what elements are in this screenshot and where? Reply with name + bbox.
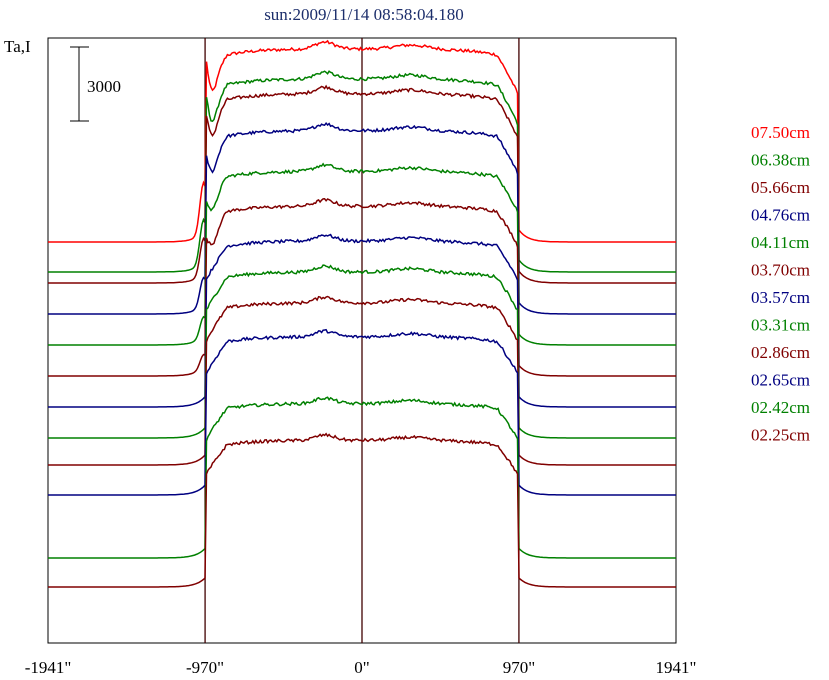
series-line-02-65cm: [48, 328, 676, 496]
legend-entry: 02.65cm: [751, 371, 810, 390]
legend-entry: 02.86cm: [751, 343, 810, 362]
legend: 07.50cm 06.38cm 05.66cm 04.76cm 04.11cm 03.70…: [751, 123, 810, 445]
series-line-04-11cm: [48, 162, 676, 346]
series-line-03-70cm: [48, 198, 676, 377]
series-line-02-42cm: [48, 396, 676, 559]
legend-entry: 04.76cm: [751, 206, 810, 225]
y-axis-label: Ta,I: [4, 37, 31, 56]
legend-entry: 04.11cm: [751, 233, 809, 252]
legend-entry: 06.38cm: [751, 151, 810, 170]
legend-entry: 05.66cm: [751, 178, 810, 197]
series-line-07-50cm: [48, 39, 676, 243]
legend-entry: 03.70cm: [751, 261, 810, 280]
series-group: [48, 39, 676, 588]
series-line-02-25cm: [48, 432, 676, 588]
x-tick-label: -1941": [25, 658, 72, 677]
x-tick-label: 0": [354, 658, 369, 677]
series-line-03-31cm: [48, 264, 676, 439]
series-line-04-76cm: [48, 121, 676, 315]
scale-bar-label: 3000: [87, 77, 121, 96]
x-tick-label: 970": [503, 658, 535, 677]
legend-entry: 02.42cm: [751, 398, 810, 417]
series-line-02-86cm: [48, 295, 676, 466]
chart-title: sun:2009/11/14 08:58:04.180: [264, 5, 464, 24]
legend-entry: 07.50cm: [751, 123, 810, 142]
x-tick-labels: -1941" -970" 0" 970" 1941": [25, 658, 697, 677]
legend-entry: 02.25cm: [751, 426, 810, 445]
series-line-06-38cm: [48, 70, 676, 273]
x-tick-label: -970": [186, 658, 224, 677]
legend-entry: 03.31cm: [751, 316, 810, 335]
scale-bar: 3000: [70, 46, 121, 122]
x-tick-label: 1941": [656, 658, 697, 677]
vertical-markers: [204, 38, 520, 643]
series-line-05-66cm: [48, 84, 676, 284]
legend-entry: 03.57cm: [751, 288, 810, 307]
series-line-03-57cm: [48, 233, 676, 408]
